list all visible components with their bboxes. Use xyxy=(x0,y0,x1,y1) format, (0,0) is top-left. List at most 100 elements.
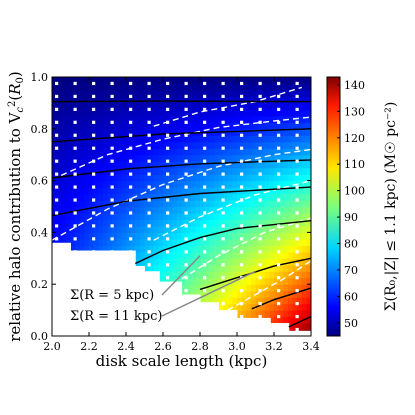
heat-cell xyxy=(186,141,192,149)
heat-cell xyxy=(306,96,311,104)
grid-marker xyxy=(258,172,262,176)
heat-cell xyxy=(218,77,224,85)
colorbar-tick-label: 60 xyxy=(344,290,358,303)
grid-marker xyxy=(73,327,77,332)
heat-cell xyxy=(204,167,210,175)
colorbar-tick-label: 110 xyxy=(344,158,365,171)
heat-cell xyxy=(126,245,132,253)
heat-cell xyxy=(213,167,220,175)
contour-r5 xyxy=(52,128,311,143)
heat-cell xyxy=(250,232,257,240)
heat-cell xyxy=(139,96,146,104)
grid-marker xyxy=(55,276,59,280)
heat-cell xyxy=(232,290,238,298)
heat-cell xyxy=(227,187,233,195)
heat-cell xyxy=(227,167,233,175)
heat-cell xyxy=(232,128,238,136)
heat-cell xyxy=(61,167,67,175)
grid-marker xyxy=(147,327,151,332)
heat-cell xyxy=(232,89,238,98)
heat-cell xyxy=(227,258,233,266)
heat-cell xyxy=(213,193,220,201)
heat-cell xyxy=(172,154,178,162)
heat-cell xyxy=(181,122,187,130)
heat-cell xyxy=(176,277,183,285)
heat-cell xyxy=(227,193,233,201)
heat-cell xyxy=(176,271,183,279)
heat-cell xyxy=(306,83,311,91)
heat-cell xyxy=(176,96,183,104)
heat-cell xyxy=(227,264,233,272)
heat-cell xyxy=(260,174,266,182)
heat-cell xyxy=(84,212,90,221)
heat-cell xyxy=(93,219,99,227)
heat-cell xyxy=(227,212,233,221)
heat-cell xyxy=(232,174,238,182)
heat-cell xyxy=(255,225,261,233)
heat-cell xyxy=(283,193,289,201)
grid-marker xyxy=(184,224,188,228)
heat-cell xyxy=(195,193,201,201)
heat-cell xyxy=(75,77,81,85)
grid-marker xyxy=(147,302,151,306)
heat-cell xyxy=(306,135,311,143)
heat-cell xyxy=(223,148,229,156)
heat-cell xyxy=(204,206,210,214)
heat-cell xyxy=(237,290,243,298)
heat-cell xyxy=(264,89,270,98)
heat-cell xyxy=(213,135,220,143)
heat-cell xyxy=(172,148,178,156)
heat-cell xyxy=(167,115,173,123)
heat-cell xyxy=(260,115,266,123)
heat-cell xyxy=(158,141,164,149)
heat-cell xyxy=(130,238,136,246)
heat-cell xyxy=(112,102,118,110)
grid-marker xyxy=(240,224,244,228)
heat-cell xyxy=(172,264,178,272)
heat-cell xyxy=(223,154,229,162)
heat-cell xyxy=(93,180,99,188)
heat-cell xyxy=(204,225,210,233)
heat-cell xyxy=(255,251,261,259)
heat-cell xyxy=(237,193,243,201)
heat-cell xyxy=(153,96,159,104)
heat-cell xyxy=(301,238,307,246)
heat-cell xyxy=(112,135,118,143)
heat-cell xyxy=(93,89,99,98)
heat-cell xyxy=(246,122,252,130)
heat-cell xyxy=(163,251,169,259)
heat-cell xyxy=(121,167,127,175)
heat-cell xyxy=(176,122,183,130)
heat-cell xyxy=(79,128,85,136)
heat-cell xyxy=(65,83,72,91)
heat-cell xyxy=(107,141,113,149)
x-tick-label: 2.4 xyxy=(117,340,135,353)
heat-cell xyxy=(93,225,99,233)
grid-marker xyxy=(147,250,151,254)
grid-marker xyxy=(295,289,299,293)
heat-cell xyxy=(195,251,201,259)
heat-cell xyxy=(260,128,266,136)
heat-cell xyxy=(116,200,122,208)
heat-cell xyxy=(176,77,183,85)
heat-cell xyxy=(93,232,99,240)
heat-cell xyxy=(260,135,266,143)
heat-cell xyxy=(218,245,224,253)
heat-cell xyxy=(241,174,247,182)
grid-marker xyxy=(203,172,207,176)
heat-cell xyxy=(204,264,210,272)
heat-cell xyxy=(297,128,303,136)
heat-cell xyxy=(144,193,150,201)
heat-cell xyxy=(204,154,210,162)
heat-cell xyxy=(52,225,58,233)
heat-cell xyxy=(126,200,132,208)
grid-marker xyxy=(129,289,133,293)
heat-cell xyxy=(241,277,247,285)
heat-cell xyxy=(144,154,150,162)
heat-cell xyxy=(246,96,252,104)
heat-cell xyxy=(260,232,266,240)
grid-marker xyxy=(240,211,244,215)
heat-cell xyxy=(79,109,85,117)
heat-cell xyxy=(264,303,270,311)
heat-cell xyxy=(70,77,76,85)
